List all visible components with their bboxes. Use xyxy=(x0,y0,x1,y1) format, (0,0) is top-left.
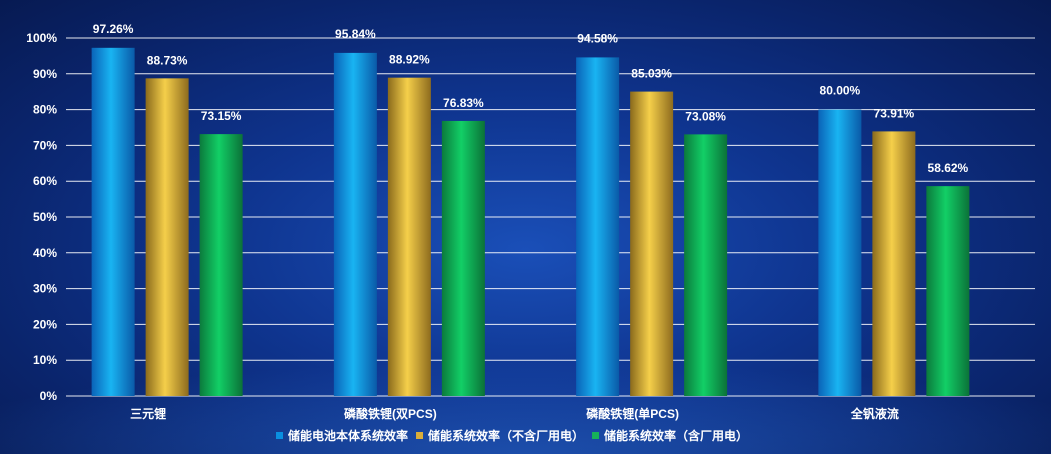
x-category-label: 磷酸铁锂(双PCS) xyxy=(344,406,437,421)
x-category-label: 三元锂 xyxy=(130,406,166,421)
bar-series-2-2 xyxy=(684,134,728,396)
y-tick-label: 50% xyxy=(33,210,57,224)
data-label: 58.62% xyxy=(928,161,969,175)
bar-series-2-0 xyxy=(199,134,243,397)
y-tick-label: 100% xyxy=(26,31,57,45)
x-category-label: 磷酸铁锂(单PCS) xyxy=(586,406,679,421)
bar-series-1-3 xyxy=(872,131,916,396)
bar-series-0-1 xyxy=(333,52,377,397)
y-tick-label: 60% xyxy=(33,174,57,188)
data-label: 95.84% xyxy=(335,27,376,41)
data-label: 73.08% xyxy=(685,109,726,123)
legend-marker xyxy=(276,432,283,439)
y-tick-label: 30% xyxy=(33,282,57,296)
y-tick-label: 90% xyxy=(33,67,57,81)
legend-marker xyxy=(592,432,600,439)
legend-label: 储能系统效率（含厂用电） xyxy=(604,428,748,443)
y-tick-label: 20% xyxy=(33,317,57,331)
bar-series-2-1 xyxy=(441,120,485,396)
data-label: 94.58% xyxy=(577,31,618,45)
data-label: 88.73% xyxy=(147,53,188,67)
data-label: 80.00% xyxy=(820,84,861,98)
y-tick-label: 0% xyxy=(40,389,58,403)
bar-series-1-0 xyxy=(145,78,189,396)
legend-label: 储能系统效率（不含厂用电） xyxy=(428,428,584,443)
data-labels-layer: 97.26% 88.73% 73.15% 95.84% 88.92% 76.83% 94.5… xyxy=(93,22,969,175)
bar-series-1-2 xyxy=(630,91,674,397)
y-tick-label: 40% xyxy=(33,246,57,260)
bars-layer xyxy=(91,47,970,397)
data-label: 73.91% xyxy=(874,106,915,120)
x-axis: 三元锂 磷酸铁锂(双PCS) 磷酸铁锂(单PCS) 全钒液流 xyxy=(130,406,899,421)
bar-series-0-0 xyxy=(91,47,135,396)
y-tick-label: 70% xyxy=(33,138,57,152)
bar-series-0-3 xyxy=(818,109,862,396)
bar-series-0-2 xyxy=(576,57,620,397)
bar-series-2-3 xyxy=(926,186,970,396)
legend-marker xyxy=(416,432,424,439)
legend: 储能电池本体系统效率 储能系统效率（不含厂用电） 储能系统效率（含厂用电） xyxy=(276,428,748,443)
data-label: 88.92% xyxy=(389,53,430,67)
bar-series-1-1 xyxy=(387,77,431,397)
data-label: 76.83% xyxy=(443,96,484,110)
y-tick-label: 80% xyxy=(33,103,57,117)
y-tick-label: 10% xyxy=(33,353,57,367)
data-label: 97.26% xyxy=(93,22,134,36)
data-label: 85.03% xyxy=(631,67,672,81)
x-category-label: 全钒液流 xyxy=(850,406,899,421)
legend-label: 储能电池本体系统效率 xyxy=(288,428,408,443)
y-axis: 0% 10% 20% 30% 40% 50% 60% 70% 80% 90% 100% xyxy=(26,31,57,403)
data-label: 73.15% xyxy=(201,109,242,123)
